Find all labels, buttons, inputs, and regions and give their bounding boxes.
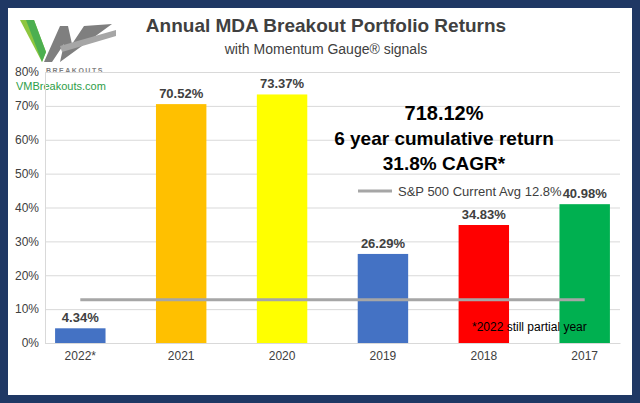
x-tick: 2021 xyxy=(168,343,195,363)
y-tick: 10% xyxy=(15,302,620,316)
grid-line xyxy=(45,208,620,209)
bar xyxy=(55,328,105,343)
logo-v xyxy=(20,20,46,62)
y-axis: 0% 10% 20% 30% 40% 50% 60% 70% 80% xyxy=(15,65,620,350)
y-tick-label: 70% xyxy=(15,99,39,113)
y-tick: 0% xyxy=(22,336,620,350)
outer-frame xyxy=(0,0,640,403)
data-label: 70.52% xyxy=(159,86,204,101)
website: VMBreakouts.com xyxy=(16,80,106,92)
grid-line xyxy=(45,241,620,242)
legend: S&P 500 Current Avg 12.8% xyxy=(358,184,562,199)
grid-line xyxy=(45,309,620,310)
data-label: 26.29% xyxy=(361,236,406,251)
y-tick-label: 80% xyxy=(15,65,39,79)
y-tick-label: 10% xyxy=(15,302,39,316)
y-tick: 20% xyxy=(15,269,620,283)
data-label: 34.83% xyxy=(462,207,507,222)
x-tick: 2017 xyxy=(571,343,598,363)
y-tick: 70% xyxy=(15,99,620,113)
subtitle: with Momentum Gauge® signals xyxy=(224,41,428,57)
y-axis-line xyxy=(46,73,621,344)
y-tick-label: 30% xyxy=(15,235,39,249)
annotation: *2022 still partial year xyxy=(472,320,587,334)
y-tick-label: 50% xyxy=(15,167,39,181)
inner-panel xyxy=(8,8,632,395)
grid-line xyxy=(45,174,620,175)
bar xyxy=(257,94,307,343)
data-label: 40.98% xyxy=(563,186,608,201)
x-axis: 2022* 2021 2020 2019 2018 2017 xyxy=(46,343,621,363)
x-axis-line xyxy=(46,343,621,344)
logo-v xyxy=(26,20,46,62)
reference-line xyxy=(80,298,584,301)
data-label: 4.34% xyxy=(62,310,99,325)
x-tick: 2019 xyxy=(370,343,397,363)
bar xyxy=(156,104,206,343)
y-tick-label: 0% xyxy=(22,336,40,350)
plot-area xyxy=(55,94,610,343)
x-tick-label: 2022* xyxy=(65,349,97,363)
chart: BREAKOUTSVMBreakouts.comAnnual MDA Break… xyxy=(0,0,640,403)
x-tick-label: 2018 xyxy=(470,349,497,363)
title: Annual MDA Breakout Portfolio Returns xyxy=(146,15,506,36)
grid-line xyxy=(45,106,620,107)
legend-swatch xyxy=(358,190,392,193)
x-tick: 2022* xyxy=(65,343,97,363)
x-tick-label: 2019 xyxy=(370,349,397,363)
logo-stripe xyxy=(60,30,116,52)
y-tick-label: 40% xyxy=(15,201,39,215)
data-labels: 4.34% 70.52% 73.37% 26.29% 34.83% 40.98% xyxy=(62,76,607,325)
data-label: 73.37% xyxy=(260,76,305,91)
annotation: 6 year cumulative return xyxy=(334,128,554,149)
grid-line xyxy=(45,72,620,73)
grid-line xyxy=(45,275,620,276)
y-tick: 30% xyxy=(15,235,620,249)
y-tick: 80% xyxy=(15,65,620,79)
y-tick-label: 20% xyxy=(15,269,39,283)
x-tick: 2020 xyxy=(269,343,296,363)
x-tick: 2018 xyxy=(470,343,497,363)
x-tick-label: 2020 xyxy=(269,349,296,363)
legend-label: S&P 500 Current Avg 12.8% xyxy=(398,184,562,199)
annotation: 718.12% xyxy=(405,102,484,124)
annotation: 31.8% CAGR* xyxy=(383,153,506,174)
y-tick: 40% xyxy=(15,201,620,215)
x-tick-label: 2021 xyxy=(168,349,195,363)
x-tick-label: 2017 xyxy=(571,349,598,363)
y-tick-label: 60% xyxy=(15,133,39,147)
grid-line xyxy=(45,343,620,344)
y-tick: 50% xyxy=(15,167,620,181)
